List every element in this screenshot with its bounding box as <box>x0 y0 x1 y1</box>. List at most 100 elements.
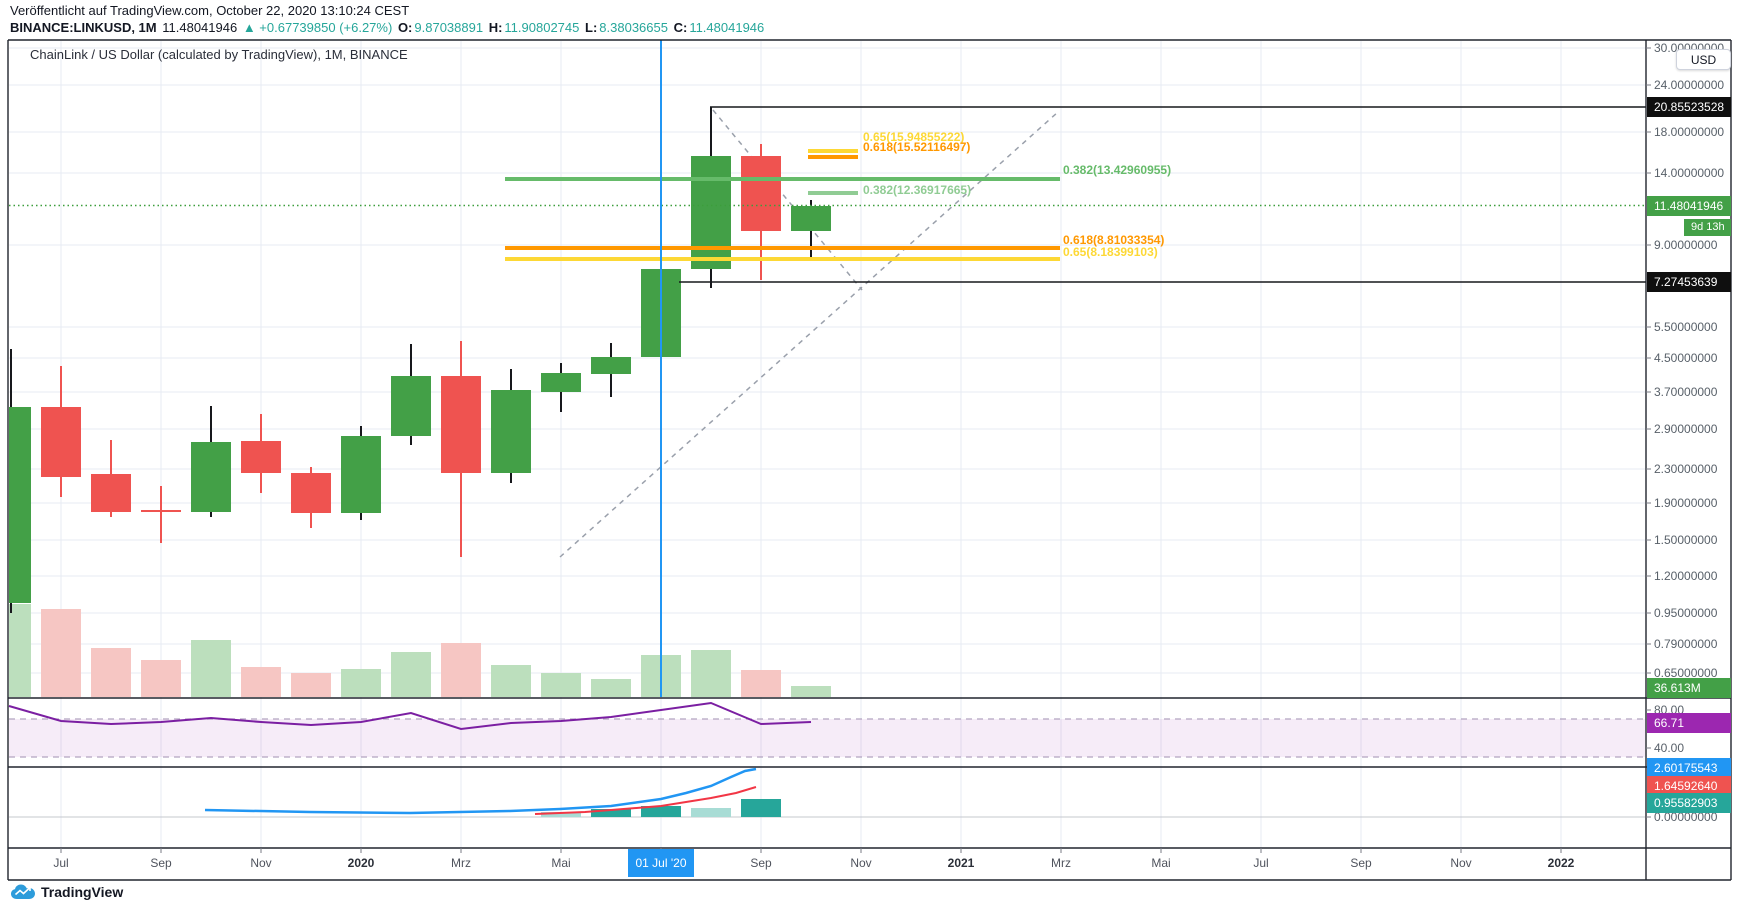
price-badge: 66.71 <box>1647 713 1731 733</box>
tradingview-cloud-icon <box>11 884 35 899</box>
price-axis-label: 18.00000000 <box>1654 125 1725 139</box>
price-axis-label: 0.79000000 <box>1654 637 1718 651</box>
candle-body <box>591 357 631 374</box>
price-axis-label: 24.00000000 <box>1654 78 1725 92</box>
candle-body <box>291 473 331 513</box>
time-axis-label: Sep <box>750 856 772 870</box>
price-axis-label: 0.00000000 <box>1654 810 1718 824</box>
candle-body <box>9 407 31 603</box>
low-label: L: <box>585 20 598 35</box>
candle-body <box>41 407 81 477</box>
time-axis-label: Jul <box>1253 856 1269 870</box>
candle-body <box>191 442 231 512</box>
volume-bar <box>9 604 31 697</box>
price-badge: 7.27453639 <box>1647 272 1731 292</box>
price-axis-label: 1.50000000 <box>1654 533 1718 547</box>
candle-body <box>391 376 431 436</box>
close-label: C: <box>673 20 688 35</box>
oscillator-histogram-bar <box>541 812 581 817</box>
candle-body <box>691 156 731 269</box>
time-axis-label: Mai <box>1151 856 1171 870</box>
time-axis-label: Sep <box>1350 856 1372 870</box>
price-axis-label: 40.00 <box>1654 741 1685 755</box>
time-axis-label: Nov <box>1450 856 1472 870</box>
oscillator-histogram-bar <box>641 806 681 817</box>
oscillator-red-line <box>534 786 757 815</box>
price-change: ▲ +0.67739850 (+6.27%) <box>242 20 393 35</box>
time-axis-label: Nov <box>850 856 872 870</box>
brand-name: TradingView <box>41 884 124 900</box>
volume-bar <box>241 667 281 697</box>
volume-bar <box>41 609 81 697</box>
price-badge: 20.85523528 <box>1647 97 1731 117</box>
currency-toggle-button[interactable]: USD <box>1676 49 1731 70</box>
candle-body <box>341 436 381 513</box>
candle-body <box>541 373 581 392</box>
time-axis-label: 2022 <box>1547 856 1575 870</box>
volume-bar <box>91 648 131 697</box>
candle-body <box>491 390 531 473</box>
time-axis-label: 2021 <box>947 856 975 870</box>
chart-legend-title[interactable]: ChainLink / US Dollar (calculated by Tra… <box>30 47 408 62</box>
price-axis-label: 1.20000000 <box>1654 569 1718 583</box>
oscillator-histogram-bar <box>741 799 781 817</box>
countdown-badge: 9d 13h <box>1684 218 1731 236</box>
price-axis-label: 4.50000000 <box>1654 351 1718 365</box>
candle-body <box>791 206 831 231</box>
open-value: 9.87038891 <box>414 20 484 35</box>
symbol-ohlc-line: BINANCE:LINKUSD, 1M 11.48041946 ▲ +0.677… <box>10 20 766 35</box>
price-axis-label: 3.70000000 <box>1654 385 1718 399</box>
volume-bar <box>691 650 731 697</box>
volume-bar <box>141 660 181 697</box>
high-label: H: <box>488 20 503 35</box>
low-value: 8.38036655 <box>599 20 668 35</box>
price-badge: 11.48041946 <box>1647 196 1731 216</box>
price-axis-label: 5.50000000 <box>1654 320 1718 334</box>
candle-body <box>741 156 781 231</box>
oscillator-histogram-bar <box>591 809 631 817</box>
volume-bar <box>391 652 431 697</box>
open-label: O: <box>397 20 413 35</box>
price-axis-label: 2.30000000 <box>1654 462 1718 476</box>
candle-body <box>441 376 481 473</box>
price-axis-label: 1.90000000 <box>1654 496 1718 510</box>
dashed-trendline <box>559 111 1059 558</box>
volume-bar <box>441 643 481 697</box>
time-axis-label: Mrz <box>451 856 471 870</box>
volume-bar <box>191 640 231 697</box>
time-axis-label: Jul <box>53 856 69 870</box>
price-axis-label: 0.65000000 <box>1654 666 1718 680</box>
price-badge: 2.60175543 <box>1647 758 1731 778</box>
high-value: 11.90802745 <box>504 20 580 35</box>
time-axis-label: Mrz <box>1051 856 1071 870</box>
event-date-badge: 01 Jul '20 <box>628 849 694 877</box>
time-axis-label: Mai <box>551 856 571 870</box>
time-axis-label: Sep <box>150 856 172 870</box>
rsi-band <box>9 719 1645 757</box>
volume-bar <box>791 686 831 697</box>
rsi-line <box>8 701 812 731</box>
price-badge: 36.613M <box>1647 678 1731 698</box>
tradingview-logo[interactable]: TradingView <box>10 884 123 900</box>
price-axis-label: 0.95000000 <box>1654 606 1718 620</box>
candle-body <box>91 474 131 512</box>
volume-bar <box>491 665 531 697</box>
symbol-label[interactable]: BINANCE:LINKUSD, 1M <box>10 20 157 35</box>
time-axis-label: 2020 <box>347 856 375 870</box>
candle-body <box>241 441 281 473</box>
volume-bar <box>291 673 331 697</box>
price-badge: 0.95582903 <box>1647 793 1731 813</box>
price-badge: 1.64592640 <box>1647 776 1731 796</box>
published-line: Veröffentlicht auf TradingView.com, Octo… <box>10 3 410 18</box>
volume-bar <box>591 679 631 697</box>
volume-bar <box>341 669 381 697</box>
volume-bar <box>741 670 781 697</box>
candle-body <box>141 510 181 512</box>
price-axis-label: 14.00000000 <box>1654 166 1725 180</box>
price-axis-label: 9.00000000 <box>1654 238 1718 252</box>
oscillator-blue-line <box>204 767 757 815</box>
